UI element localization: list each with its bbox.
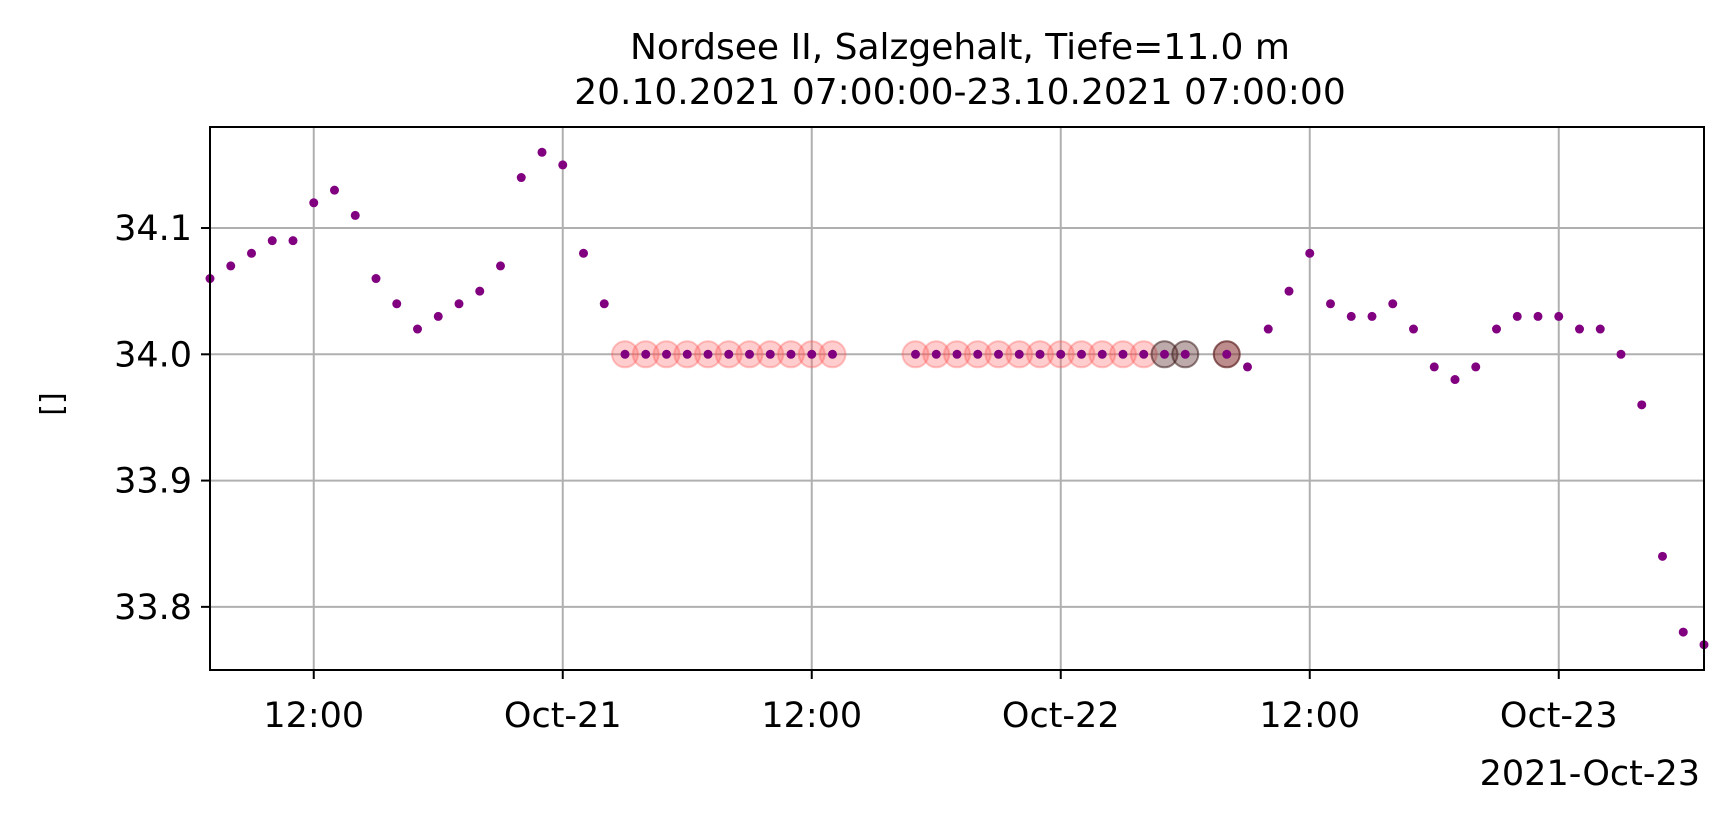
chart-title: Nordsee II, Salzgehalt, Tiefe=11.0 m (630, 27, 1290, 68)
data-point (765, 349, 775, 359)
data-point (1118, 349, 1128, 359)
data-point (703, 349, 713, 359)
data-point (911, 349, 920, 359)
data-point (1326, 299, 1335, 309)
data-point (724, 349, 734, 359)
x-tick-label: 12:00 (263, 696, 364, 736)
data-point (267, 236, 277, 246)
data-point (1575, 324, 1584, 334)
x-offset-label: 2021-Oct-23 (1480, 754, 1700, 794)
data-point (682, 349, 692, 359)
data-point (662, 349, 671, 359)
x-tick-label: 12:00 (761, 696, 862, 736)
chart-subtitle: 20.10.2021 07:00:00-23.10.2021 07:00:00 (574, 72, 1346, 113)
data-point (309, 198, 319, 208)
data-point (1429, 362, 1439, 372)
x-tick-label: 12:00 (1259, 696, 1360, 736)
data-point (496, 261, 505, 271)
data-point (558, 160, 568, 170)
data-point (413, 324, 422, 334)
data-point (994, 349, 1003, 359)
data-point (1450, 375, 1460, 385)
data-point (1139, 349, 1149, 359)
x-tick-label: Oct-23 (1500, 696, 1618, 736)
data-point (1409, 324, 1418, 334)
data-point (1658, 551, 1667, 561)
data-point (454, 299, 464, 309)
data-point (828, 349, 837, 359)
data-point (1305, 248, 1315, 258)
y-tick-label: 33.9 (114, 462, 192, 502)
data-point (1014, 349, 1024, 359)
data-point (952, 349, 962, 359)
y-axis-label: [] (35, 392, 70, 415)
flag-red-markers (611, 340, 1241, 369)
data-point (807, 349, 817, 359)
data-point (433, 311, 443, 321)
data-point (226, 261, 236, 271)
data-points (205, 147, 1709, 650)
data-point (1077, 349, 1086, 359)
data-point (1160, 349, 1169, 359)
data-point (579, 248, 588, 258)
data-point (1180, 349, 1190, 359)
data-point (1533, 311, 1543, 321)
data-point (1284, 286, 1294, 296)
data-point (1056, 349, 1066, 359)
y-tick-label: 33.8 (114, 588, 192, 628)
x-tick-label: Oct-21 (504, 696, 622, 736)
data-point (392, 299, 402, 309)
data-point (786, 349, 796, 359)
data-point (641, 349, 651, 359)
data-point (620, 349, 630, 359)
data-point (475, 286, 485, 296)
data-point (1492, 324, 1501, 334)
data-point (1554, 311, 1564, 321)
data-point (1637, 400, 1647, 410)
data-point (1367, 311, 1377, 321)
data-point (330, 185, 339, 195)
data-point (1222, 349, 1232, 359)
axis-ticks: 12:00 Oct-21 12:00 Oct-22 12:00 Oct-23 33.8 33.… (114, 209, 1618, 736)
data-point (1512, 311, 1522, 321)
data-point (1035, 349, 1045, 359)
y-tick-label: 34.0 (114, 335, 192, 375)
data-point (1097, 349, 1107, 359)
data-point (350, 210, 360, 220)
data-point (931, 349, 941, 359)
data-point (1595, 324, 1605, 334)
data-point (1346, 311, 1356, 321)
data-point (1678, 627, 1688, 637)
data-point (973, 349, 983, 359)
x-tick-label: Oct-22 (1002, 696, 1120, 736)
data-point (1616, 349, 1626, 359)
data-point (247, 248, 256, 258)
data-point (537, 147, 547, 157)
data-point (1388, 299, 1398, 309)
data-point (516, 173, 526, 183)
plot-frame (209, 126, 1705, 671)
grid-lines (210, 127, 1704, 670)
data-point (1243, 362, 1252, 372)
data-point (1263, 324, 1273, 334)
data-point (371, 274, 381, 284)
data-point (288, 236, 298, 246)
data-point (745, 349, 754, 359)
data-point (599, 299, 609, 309)
y-tick-label: 34.1 (114, 209, 192, 249)
data-point (1471, 362, 1481, 372)
